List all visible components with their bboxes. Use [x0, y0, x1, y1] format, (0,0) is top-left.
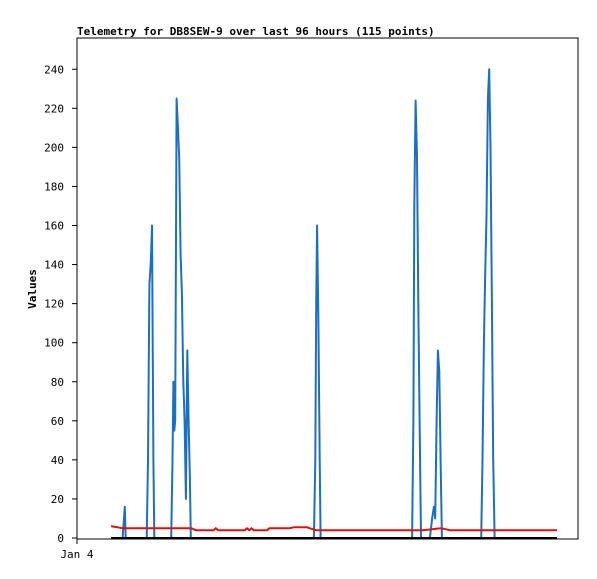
- y-tick-label: 140: [44, 259, 64, 272]
- y-tick-label: 180: [44, 180, 64, 193]
- x-axis: Jan 4: [60, 539, 94, 561]
- plot-frame: [76, 37, 579, 540]
- y-tick-label: 20: [51, 493, 64, 506]
- x-tick-label: Jan 4: [60, 548, 93, 561]
- y-axis: 0 20 40 60 80 100 120 140 160 180 200 220 240: [44, 63, 77, 545]
- chart-title: Telemetry for DB8SEW-9 over last 96 hour…: [77, 25, 435, 38]
- y-tick-label: 120: [44, 298, 64, 311]
- y-tick-label: 60: [51, 415, 64, 428]
- y-tick-label: 200: [44, 141, 64, 154]
- y-axis-label: Values: [26, 269, 39, 309]
- y-tick-label: 100: [44, 337, 64, 350]
- y-tick-label: 80: [51, 376, 64, 389]
- series-group: [110, 68, 557, 539]
- y-tick-label: 160: [44, 220, 64, 233]
- series-line-1: [110, 525, 557, 532]
- y-tick-label: 40: [51, 454, 64, 467]
- y-tick-label: 0: [57, 532, 64, 545]
- y-tick-label: 220: [44, 102, 64, 115]
- y-tick-label: 240: [44, 63, 64, 76]
